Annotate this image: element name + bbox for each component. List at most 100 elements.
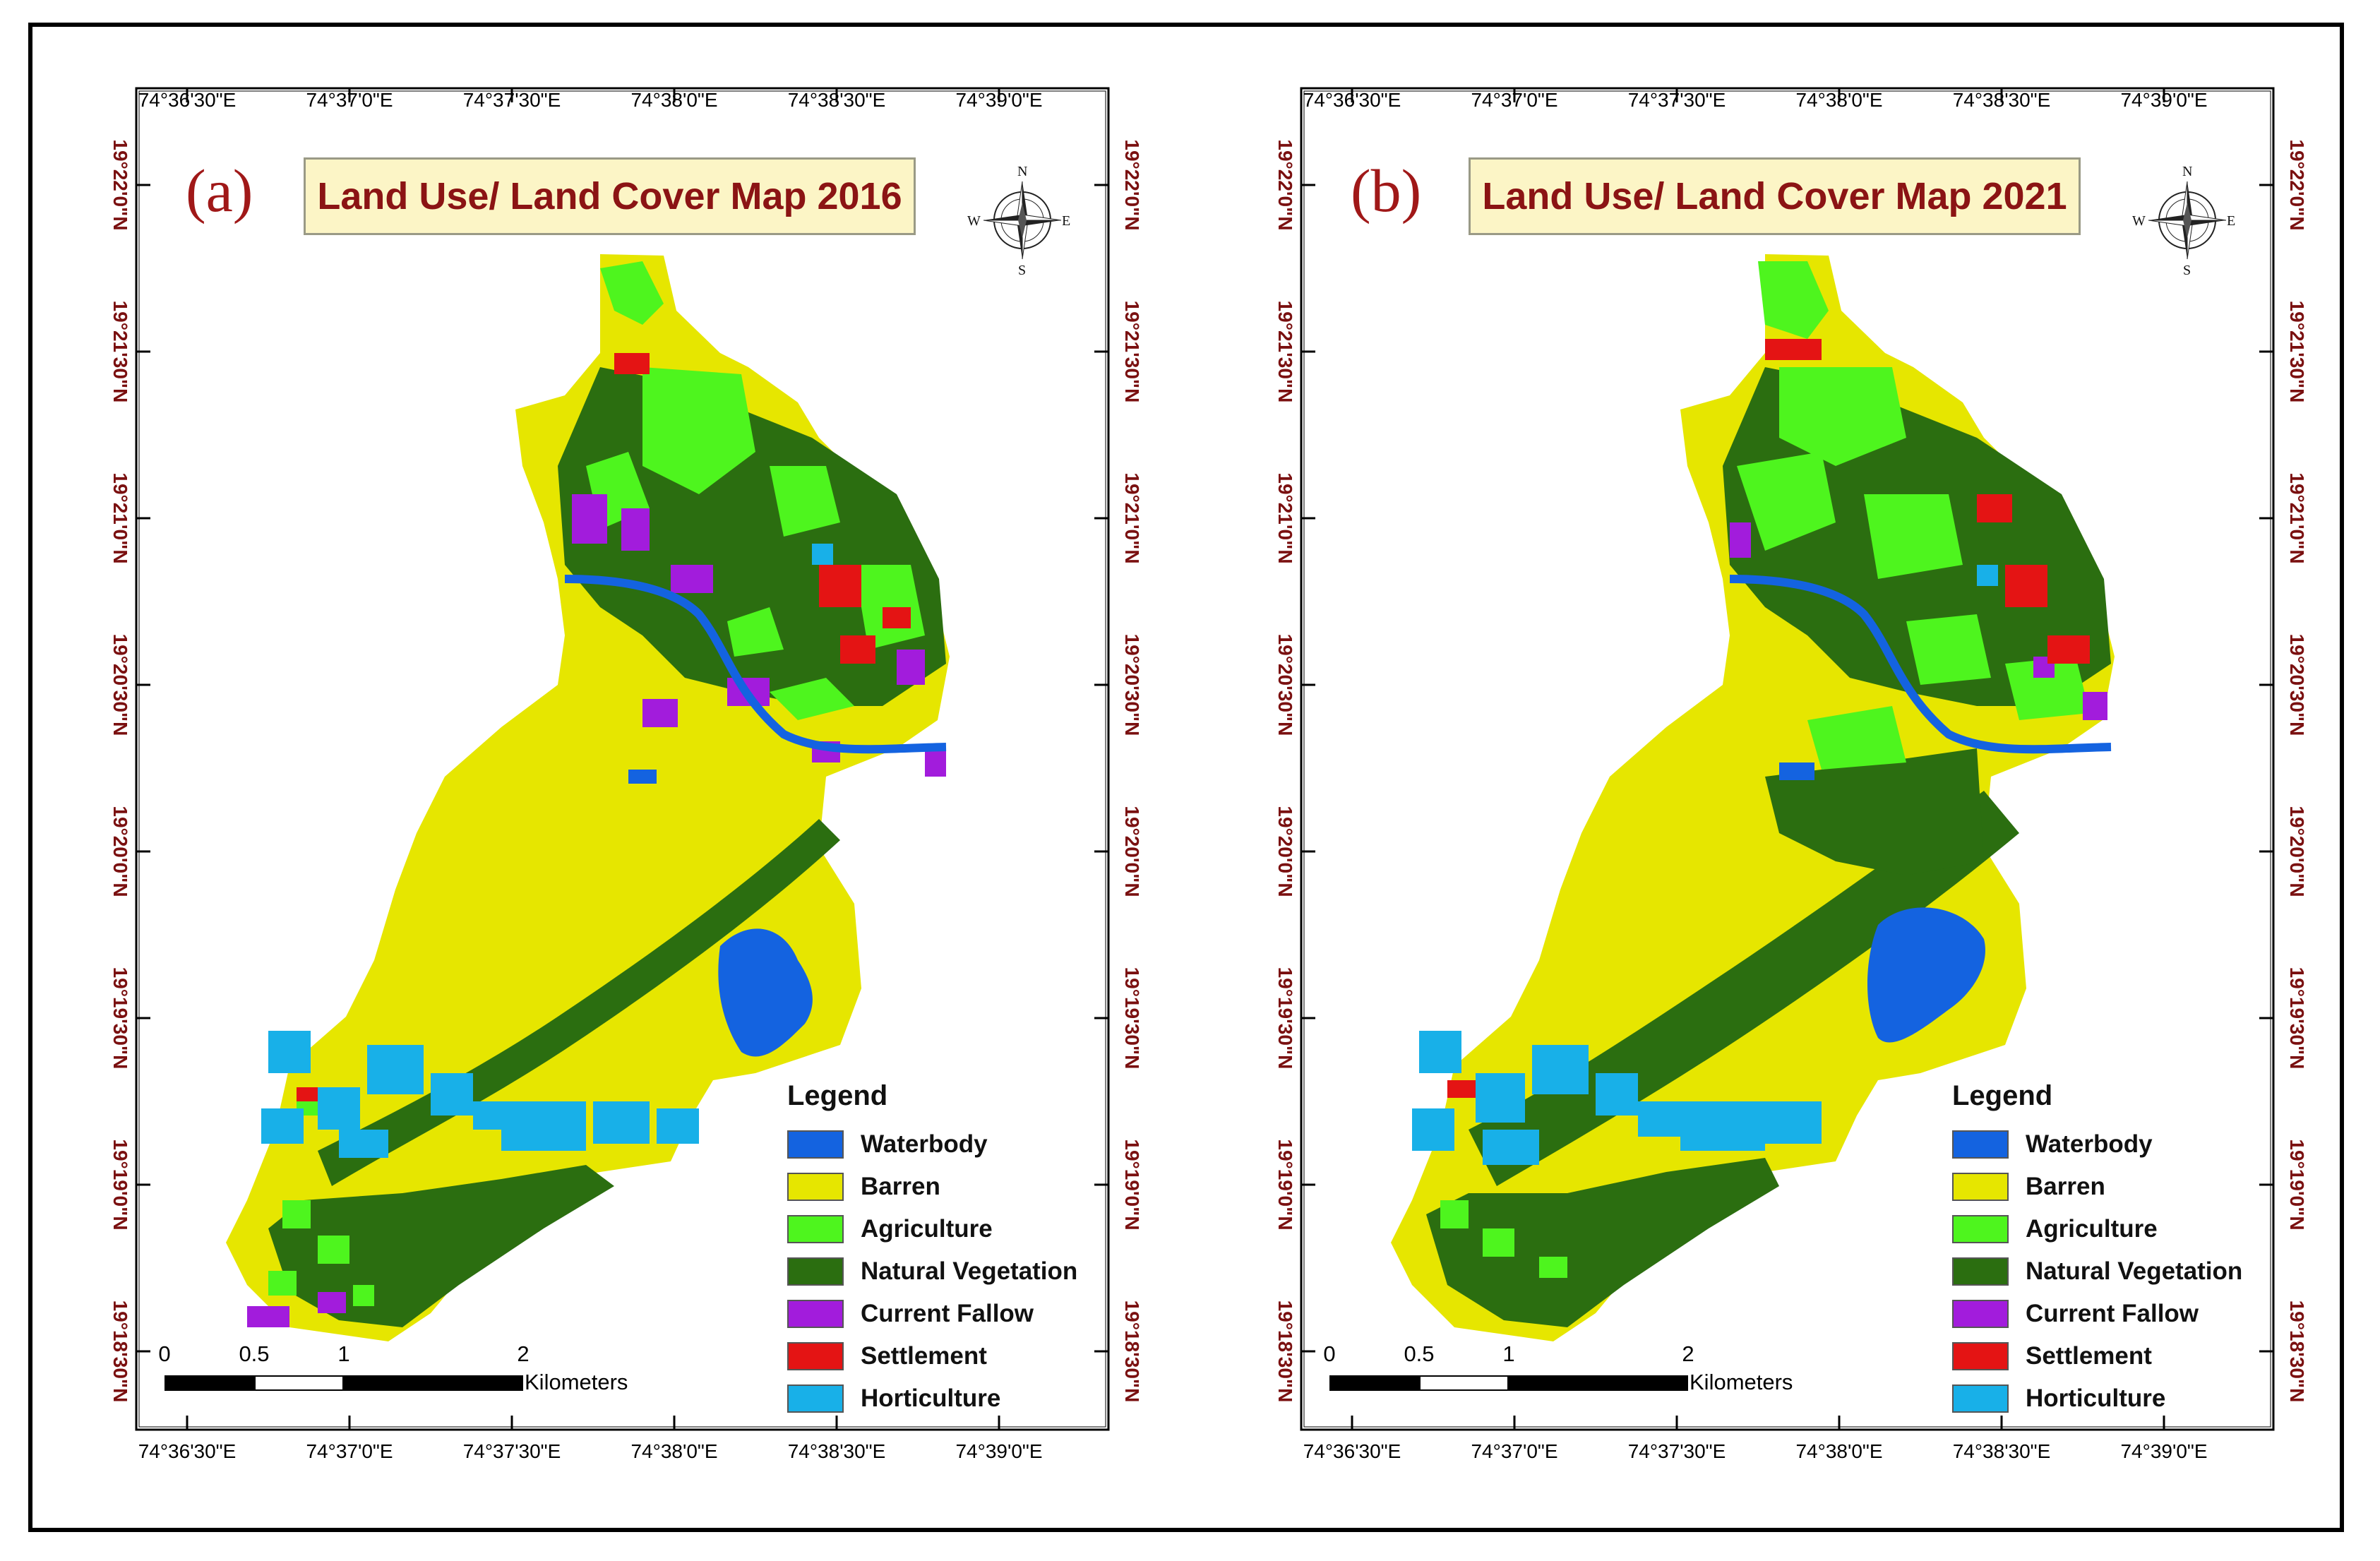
legend-item-horticulture: Horticulture [787, 1377, 1119, 1420]
lon-label-bottom: 74°37'0"E [306, 1440, 393, 1462]
agriculture-patches [1440, 261, 2090, 1278]
land-cover-map [226, 254, 950, 1341]
north-arrow-icon: N S E W [967, 164, 1071, 278]
land-cover-map [1391, 254, 2115, 1341]
lat-label-left: 19°20'0"N [1274, 806, 1296, 897]
lon-label-bottom: 74°36'30"E [138, 1440, 237, 1462]
panel-letter: (b) [1351, 157, 1422, 225]
legend-item-settlement: Settlement [1952, 1335, 2284, 1377]
legend-item-agriculture: Agriculture [1952, 1208, 2284, 1250]
lat-label-left: 19°21'0"N [109, 472, 131, 564]
legend-item-horticulture: Horticulture [1952, 1377, 2284, 1420]
lon-label-top: 74°38'0"E [1795, 89, 1883, 111]
legend-title: Legend [787, 1080, 888, 1111]
scale-bar: 0 0.5 1 2 Kilometers [158, 1341, 628, 1394]
map-panel-2016: 74°36'30"E 74°37'0"E 74°37'30"E 74°38'0"… [106, 71, 1165, 1469]
lat-label-left: 19°21'0"N [1274, 472, 1296, 564]
small-waterbody [1779, 762, 1814, 780]
settlement-patches [1447, 339, 2090, 1098]
legend-item-current-fallow: Current Fallow [787, 1293, 1119, 1335]
frame-ticks [1301, 88, 2273, 1430]
legend: Legend Waterbody Barren Agriculture Natu… [1952, 1080, 2284, 1420]
scale-bar: 0 0.5 1 2 Kilometers [1323, 1341, 1793, 1394]
legend-item-current-fallow: Current Fallow [1952, 1293, 2284, 1335]
lat-label-left: 19°22'0"N [109, 139, 131, 231]
panel-letter: (a) [186, 157, 253, 225]
vegetation-central [1765, 748, 1984, 875]
river [1729, 575, 2112, 754]
legend-item-waterbody: Waterbody [1952, 1123, 2284, 1166]
lat-label-right: 19°21'0"N [2286, 472, 2308, 564]
lat-label-right: 19°22'0"N [1121, 139, 1143, 231]
legend-item-natural-vegetation: Natural Vegetation [787, 1250, 1119, 1293]
reservoir [1867, 907, 1985, 1043]
lat-label-right: 19°19'30"N [2286, 967, 2308, 1070]
lat-label-right: 19°18'30"N [1121, 1300, 1143, 1403]
figure-border [28, 23, 2344, 1532]
lon-label-bottom: 74°39'0"E [955, 1440, 1043, 1462]
frame-ticks [136, 88, 1108, 1430]
lon-label-top: 74°38'30"E [787, 89, 886, 111]
lat-label-left: 19°19'30"N [1274, 967, 1296, 1070]
lon-label-bottom: 74°38'0"E [1795, 1440, 1883, 1462]
lon-label-top: 74°38'0"E [630, 89, 718, 111]
river [564, 575, 947, 754]
lat-label-right: 19°20'0"N [2286, 806, 2308, 897]
lat-label-left: 19°20'0"N [109, 806, 131, 897]
map-title: Land Use/ Land Cover Map 2016 [304, 157, 916, 235]
north-arrow-icon: N S E W [2132, 164, 2236, 278]
lat-label-right: 19°18'30"N [2286, 1300, 2308, 1403]
lon-label-top: 74°37'0"E [306, 89, 393, 111]
lat-label-right: 19°19'0"N [2286, 1139, 2308, 1231]
lon-label-bottom: 74°36'30"E [1303, 1440, 1401, 1462]
lat-label-right: 19°22'0"N [2286, 139, 2308, 231]
legend: Legend Waterbody Barren Agriculture Natu… [787, 1080, 1119, 1420]
lon-label-bottom: 74°38'30"E [787, 1440, 886, 1462]
settlement-patches [297, 353, 911, 1101]
lon-label-top: 74°36'30"E [138, 89, 237, 111]
lat-label-right: 19°20'30"N [2286, 633, 2308, 736]
legend-item-natural-vegetation: Natural Vegetation [1952, 1250, 2284, 1293]
lon-label-bottom: 74°37'30"E [462, 1440, 561, 1462]
lat-label-right: 19°19'30"N [1121, 967, 1143, 1070]
lat-label-left: 19°21'30"N [109, 300, 131, 403]
small-waterbody [628, 770, 657, 784]
lon-label-bottom: 74°38'30"E [1952, 1440, 2051, 1462]
lat-label-right: 19°21'30"N [2286, 300, 2308, 403]
lat-label-right: 19°20'30"N [1121, 633, 1143, 736]
lon-label-top: 74°38'30"E [1952, 89, 2051, 111]
lat-label-right: 19°20'0"N [1121, 806, 1143, 897]
legend-item-settlement: Settlement [787, 1335, 1119, 1377]
map-frame [1300, 87, 2275, 1431]
map-frame [135, 87, 1110, 1431]
lat-label-left: 19°19'0"N [109, 1139, 131, 1231]
lon-label-top: 74°39'0"E [955, 89, 1043, 111]
lon-label-top: 74°36'30"E [1303, 89, 1401, 111]
lat-label-right: 19°21'30"N [1121, 300, 1143, 403]
lon-label-top: 74°37'30"E [462, 89, 561, 111]
legend-item-barren: Barren [1952, 1166, 2284, 1208]
lat-label-left: 19°19'30"N [109, 967, 131, 1070]
horticulture-patches [1412, 565, 1998, 1165]
map-panel-2021: 74°36'30"E 74°37'0"E 74°37'30"E 74°38'0"… [1271, 71, 2330, 1469]
legend-item-waterbody: Waterbody [787, 1123, 1119, 1166]
lon-label-top: 74°37'0"E [1471, 89, 1558, 111]
lat-label-left: 19°18'30"N [1274, 1300, 1296, 1403]
scale-unit: Kilometers [1690, 1370, 1793, 1394]
lat-label-right: 19°21'0"N [1121, 472, 1143, 564]
lon-label-top: 74°37'30"E [1627, 89, 1726, 111]
lat-label-left: 19°22'0"N [1274, 139, 1296, 231]
lat-label-left: 19°20'30"N [1274, 633, 1296, 736]
lon-label-top: 74°39'0"E [2120, 89, 2208, 111]
reservoir [718, 928, 813, 1057]
lon-label-bottom: 74°38'0"E [630, 1440, 718, 1462]
lon-label-bottom: 74°39'0"E [2120, 1440, 2208, 1462]
legend-title: Legend [1952, 1080, 2053, 1111]
map-title: Land Use/ Land Cover Map 2021 [1469, 157, 2081, 235]
legend-item-agriculture: Agriculture [787, 1208, 1119, 1250]
lat-label-left: 19°18'30"N [109, 1300, 131, 1403]
vegetation-band-south [1426, 1158, 1779, 1327]
lat-label-right: 19°19'0"N [1121, 1139, 1143, 1231]
lat-label-left: 19°20'30"N [109, 633, 131, 736]
lon-label-bottom: 74°37'30"E [1627, 1440, 1726, 1462]
